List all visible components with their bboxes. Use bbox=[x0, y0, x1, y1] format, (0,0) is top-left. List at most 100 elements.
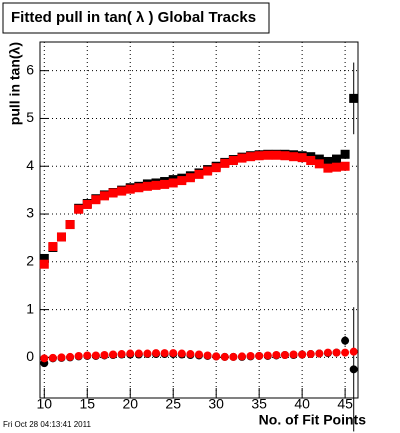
point bbox=[323, 156, 333, 166]
point bbox=[255, 351, 264, 360]
point bbox=[65, 220, 75, 230]
point bbox=[341, 336, 350, 345]
point bbox=[177, 349, 186, 358]
point bbox=[246, 152, 256, 162]
point bbox=[134, 183, 144, 193]
point bbox=[332, 162, 342, 172]
y-tick-label: 2 bbox=[26, 253, 34, 269]
point bbox=[74, 204, 84, 214]
point bbox=[194, 169, 204, 179]
point bbox=[168, 178, 178, 188]
point bbox=[332, 154, 342, 164]
y-tick-label: 5 bbox=[26, 109, 34, 125]
x-tick-label: 15 bbox=[79, 396, 95, 412]
point bbox=[66, 352, 75, 361]
y-tick-label: 4 bbox=[26, 157, 34, 173]
point bbox=[246, 351, 255, 360]
point bbox=[306, 350, 315, 359]
title-box bbox=[2, 2, 270, 34]
point bbox=[91, 351, 100, 360]
y-tick-label: 6 bbox=[26, 61, 34, 77]
point bbox=[271, 150, 281, 160]
point bbox=[100, 350, 109, 359]
point bbox=[220, 158, 230, 168]
y-tick-label: 1 bbox=[26, 300, 34, 316]
point bbox=[203, 166, 213, 176]
point bbox=[151, 180, 161, 190]
point bbox=[74, 351, 83, 360]
point bbox=[237, 153, 247, 163]
point bbox=[280, 350, 289, 359]
point bbox=[323, 348, 332, 357]
point bbox=[83, 351, 92, 360]
x-tick-label: 40 bbox=[294, 396, 310, 412]
point bbox=[229, 352, 238, 361]
point bbox=[39, 253, 49, 263]
point bbox=[40, 354, 49, 363]
point bbox=[203, 351, 212, 360]
point bbox=[142, 181, 152, 191]
point bbox=[254, 151, 264, 161]
point bbox=[39, 259, 49, 269]
point bbox=[109, 350, 118, 359]
point bbox=[341, 348, 350, 357]
point bbox=[298, 350, 307, 359]
y-tick-label: 0 bbox=[26, 348, 34, 364]
point bbox=[314, 159, 324, 169]
point bbox=[332, 348, 341, 357]
point bbox=[134, 349, 143, 358]
point bbox=[263, 351, 272, 360]
point bbox=[323, 163, 333, 173]
point bbox=[306, 156, 316, 166]
y-tick-label: 3 bbox=[26, 205, 34, 221]
point bbox=[56, 232, 66, 242]
point bbox=[125, 184, 135, 194]
x-tick-label: 30 bbox=[208, 396, 224, 412]
point bbox=[349, 347, 358, 356]
x-tick-label: 35 bbox=[251, 396, 267, 412]
point bbox=[91, 195, 101, 205]
x-tick-label: 20 bbox=[122, 396, 138, 412]
point bbox=[117, 186, 127, 196]
point bbox=[177, 176, 187, 186]
point bbox=[212, 352, 221, 361]
point bbox=[152, 349, 161, 358]
point bbox=[82, 199, 92, 209]
chart-title: Fitted pull in tan( λ ) Global Tracks bbox=[11, 9, 256, 26]
point bbox=[237, 352, 246, 361]
point bbox=[263, 150, 273, 160]
point bbox=[160, 179, 170, 189]
point bbox=[220, 352, 229, 361]
point bbox=[160, 349, 169, 358]
x-tick-label: 10 bbox=[37, 396, 53, 412]
point bbox=[340, 149, 350, 159]
point bbox=[143, 349, 152, 358]
point bbox=[48, 353, 57, 362]
point bbox=[280, 151, 290, 161]
point bbox=[314, 154, 324, 164]
point bbox=[99, 191, 109, 201]
footer-date: Fri Oct 28 04:13:41 2011 bbox=[3, 420, 91, 429]
x-tick-label: 25 bbox=[165, 396, 181, 412]
point bbox=[48, 242, 58, 252]
point bbox=[186, 350, 195, 359]
point bbox=[195, 350, 203, 359]
point bbox=[185, 173, 195, 183]
point bbox=[349, 365, 358, 374]
point bbox=[126, 349, 135, 358]
point bbox=[297, 153, 307, 163]
point bbox=[117, 350, 126, 359]
point bbox=[228, 156, 238, 166]
point bbox=[289, 350, 298, 359]
point bbox=[289, 152, 299, 162]
point bbox=[57, 353, 66, 362]
point bbox=[211, 163, 221, 173]
plot-frame bbox=[39, 41, 359, 399]
y-axis-label: pull in tan(λ) bbox=[7, 42, 23, 125]
point bbox=[340, 161, 350, 171]
point bbox=[169, 349, 178, 358]
point bbox=[349, 93, 359, 103]
x-tick-label: 45 bbox=[337, 396, 353, 412]
